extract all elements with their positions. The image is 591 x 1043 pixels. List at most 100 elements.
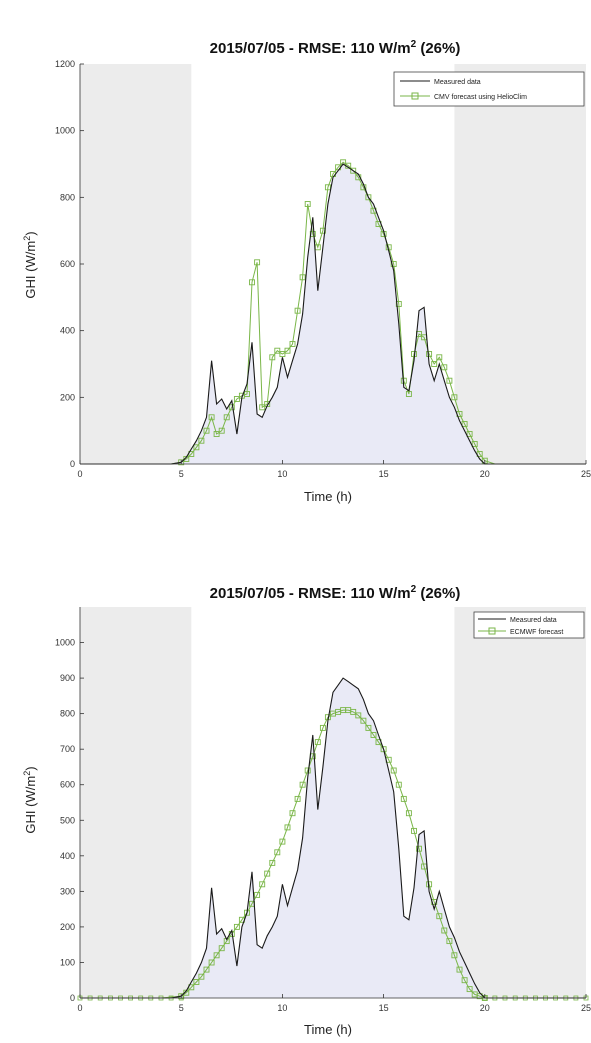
chart-2-forecast-point <box>193 979 200 985</box>
chart-2-forecast-point <box>254 891 261 898</box>
chart-1-x-tick-label: 15 <box>379 469 389 479</box>
chart-1-measured-line <box>80 163 586 465</box>
chart-2-forecast-point <box>400 795 407 802</box>
chart-1-y-tick-label: 800 <box>60 192 75 202</box>
chart-1-x-tick-label: 20 <box>480 469 490 479</box>
chart-1-xlabel: Time (h) <box>304 489 352 504</box>
chart-2-forecast-point <box>451 952 458 959</box>
chart-1-forecast-point <box>244 391 250 397</box>
chart-2-legend-forecast-marker <box>488 627 496 635</box>
chart-1-forecast-point <box>365 194 372 201</box>
chart-2-forecast-point <box>198 973 205 980</box>
chart-2-forecast-point <box>259 881 266 888</box>
chart-2-y-tick-label: 600 <box>60 780 75 790</box>
chart-2-ylabel: GHI (W/m2) <box>22 766 38 833</box>
chart-1-forecast-point <box>466 431 473 437</box>
chart-1-forecast-point <box>284 347 291 354</box>
chart-2-forecast-point <box>274 849 281 856</box>
chart-1-title: 2015/07/05 - RMSE: 110 W/m2 (26%) <box>210 39 461 57</box>
chart-1-forecast-point <box>426 351 433 357</box>
chart-1: 2015/07/05 - RMSE: 110 W/m2 (26%) 0 5 10 15… <box>22 39 591 504</box>
chart-1-forecast-point <box>279 351 286 357</box>
chart-2-y-tick-label: 0 <box>70 993 75 1003</box>
chart-1-ylabel: GHI (W/m2) <box>22 231 38 298</box>
chart-1-measured-area <box>80 164 586 464</box>
chart-1-forecast-point <box>436 354 443 361</box>
chart-1-forecast-point <box>304 201 311 207</box>
chart-2-title: 2015/07/05 - RMSE: 110 W/m2 (26%) <box>210 584 461 602</box>
chart-2-legend-measured-label: Measured data <box>510 617 557 624</box>
chart-2-forecast-point <box>355 712 362 719</box>
chart-2-forecast-point <box>213 952 220 959</box>
chart-2-legend: Measured data ECMWF forecast <box>473 611 585 639</box>
chart-2-forecast-point <box>466 986 473 993</box>
chart-2-x-tick-label: 15 <box>379 1003 389 1013</box>
chart-1-forecast-point <box>259 404 266 411</box>
chart-2-forecast-point <box>314 739 321 746</box>
chart-2-forecast-point <box>294 795 301 802</box>
chart-1-forecast-point <box>198 437 205 444</box>
chart-1-forecast-point <box>451 394 458 401</box>
chart-2-forecast-point <box>279 838 286 845</box>
chart-1-forecast-point <box>350 167 357 174</box>
chart-2-forecast-point <box>360 717 367 724</box>
chart-2-forecast-point <box>203 966 210 973</box>
chart-1-legend-forecast-marker <box>411 92 419 100</box>
chart-1-forecast-point <box>319 227 326 234</box>
chart-2-y-tick-label: 100 <box>60 957 75 967</box>
chart-2-forecast-point <box>456 966 463 973</box>
chart-1-x-tick-label: 5 <box>179 469 184 479</box>
chart-2-forecast-point <box>365 724 372 731</box>
chart-2-forecast-point <box>411 827 417 834</box>
chart-1-forecast-point <box>213 431 220 437</box>
chart-1-forecast-point <box>233 396 240 402</box>
chart-2-y-tick-label: 700 <box>60 744 75 754</box>
chart-1-forecast-point <box>461 421 468 427</box>
chart-2-x-tick-label: 10 <box>277 1003 287 1013</box>
chart-1-forecast-point <box>390 261 397 267</box>
chart-2-forecast-point <box>319 724 326 731</box>
chart-2-forecast-point <box>218 945 225 952</box>
chart-1-forecast-point <box>324 184 331 191</box>
chart-2-forecast-point <box>233 923 240 930</box>
chart-2-measured-line <box>80 677 586 999</box>
chart-2-x-tick-label: 0 <box>77 1003 82 1013</box>
chart-2-night-band-1 <box>454 607 586 998</box>
chart-2-forecast-point <box>441 927 448 934</box>
chart-1-forecast-point <box>289 341 296 347</box>
chart-2-plot-area: 0 5 10 15 20 25 0 100 200 300 400 500 600 700 800 900 10… <box>55 607 591 1013</box>
chart-1-x-tick-label: 0 <box>77 469 82 479</box>
chart-1-legend: Measured data CMV forecast using HelioCl… <box>393 71 585 107</box>
chart-2-forecast-point <box>208 959 215 966</box>
chart-2-forecast-point <box>380 746 387 753</box>
chart-2-night-band-0 <box>80 607 192 998</box>
chart-2-forecast-point <box>446 938 453 945</box>
chart-1-forecast-point <box>218 427 225 434</box>
chart-1-forecast-point <box>269 354 276 361</box>
chart-2-forecast-point <box>289 810 296 817</box>
chart-1-forecast-point <box>431 361 438 367</box>
chart-2-forecast-point <box>350 708 357 715</box>
chart-1-forecast-point <box>203 427 210 434</box>
chart-2-xlabel: Time (h) <box>304 1022 352 1037</box>
chart-1-y-tick-label: 400 <box>60 326 75 336</box>
chart-1-forecast-point <box>193 444 200 451</box>
chart-1-y-tick-label: 1200 <box>55 59 75 69</box>
chart-1-forecast-point <box>405 391 412 397</box>
chart-1-forecast-point <box>223 414 230 421</box>
chart-1-night-band-0 <box>80 64 192 464</box>
chart-1-y-tick-label: 0 <box>70 459 75 469</box>
chart-1-plot-area: 0 5 10 15 20 25 0 200 400 600 800 1000 1200 <box>55 59 591 479</box>
chart-2-forecast-point <box>416 845 422 852</box>
chart-2-forecast-point <box>264 870 271 877</box>
chart-1-legend-forecast-label: CMV forecast using HelioClim <box>434 94 527 101</box>
chart-2-x-tick-label: 20 <box>480 1003 490 1013</box>
chart-1-forecast-point <box>208 414 215 421</box>
chart-1-forecast-point <box>274 347 281 354</box>
chart-2-forecast-point <box>299 781 306 788</box>
chart-2-forecast-point <box>390 767 397 774</box>
chart-2-forecast-point <box>370 732 377 738</box>
chart-2-x-tick-label: 5 <box>179 1003 184 1013</box>
chart-1-y-tick-label: 1000 <box>55 126 75 136</box>
